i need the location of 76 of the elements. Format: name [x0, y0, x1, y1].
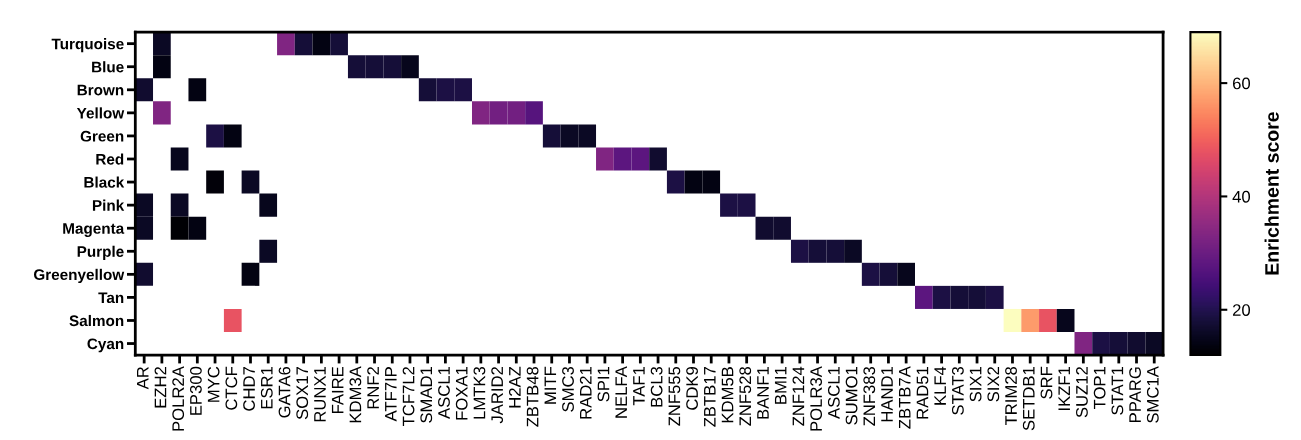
x-tick-label: EZH2: [154, 367, 167, 408]
y-tick-label: Green: [80, 130, 124, 142]
x-tick-label: H2AZ: [508, 366, 521, 408]
x-tick-label: ZNF124: [792, 366, 805, 426]
x-tick-label: BMI1: [774, 367, 787, 404]
x-tick-label: CHD7: [243, 367, 255, 411]
x-tick-label: SMAD1: [420, 367, 433, 423]
y-tick-label: Turquoise: [51, 38, 124, 53]
x-tick-label: KLF4: [934, 366, 946, 405]
color-bar-label: 40: [1232, 190, 1251, 203]
x-tick-label: SPI1: [597, 367, 610, 402]
x-tick-label: MITF: [544, 366, 557, 404]
y-tick-label: Cyan: [87, 338, 124, 353]
x-tick-label: SUZ12: [1076, 367, 1088, 418]
x-tick-label: JARID2: [491, 367, 504, 424]
x-tick-label: LMTK3: [473, 366, 486, 419]
x-tick-label: STAT1: [1111, 367, 1124, 415]
x-tick-label: ATF7IP: [385, 367, 397, 422]
x-tick-label: ZNF528: [739, 366, 752, 426]
x-tick-label: TOP1: [1093, 367, 1106, 410]
x-tick-label: ESR1: [260, 367, 273, 409]
x-tick-label: AR: [137, 366, 149, 390]
x-tick-label: RNF2: [367, 367, 379, 409]
color-bar-label: 20: [1232, 304, 1251, 316]
x-tick-label: ZNF555: [668, 366, 681, 426]
y-tick-label: Black: [84, 176, 125, 188]
x-tick-label: BCL3: [650, 366, 663, 407]
x-tick-label: SMC3: [562, 366, 574, 412]
x-tick-label: FOXA1: [455, 367, 468, 420]
x-tick-label: SIX2: [987, 367, 1000, 402]
x-tick-label: POLR2A: [172, 366, 185, 431]
y-tick-label: Magenta: [63, 223, 125, 237]
x-tick-label: MYC: [207, 366, 220, 402]
x-tick-label: ASCL1: [438, 367, 450, 419]
x-tick-label: NELFA: [615, 366, 627, 418]
x-tick-label: SMC1A: [1146, 366, 1159, 423]
x-tick-label: ZBTB7A: [898, 366, 911, 429]
x-tick-label: FAIRE: [331, 366, 344, 413]
y-tick-label: Purple: [77, 245, 124, 260]
x-tick-label: HAND1: [881, 367, 893, 422]
x-tick-label: RAD51: [916, 367, 929, 419]
x-tick-label: KDM3A: [349, 366, 362, 423]
y-tick-label: Pink: [92, 199, 125, 211]
x-tick-label: EP300: [190, 366, 202, 415]
x-tick-label: SRF: [1040, 366, 1053, 399]
x-tick-label: ZBTB17: [704, 367, 716, 427]
x-tick-label: KDM5B: [721, 367, 734, 423]
x-tick-label: SIX1: [969, 367, 982, 402]
y-tick-label: Brown: [77, 84, 124, 96]
x-tick-label: GATA6: [278, 366, 291, 418]
y-tick-label: Red: [96, 153, 124, 165]
x-tick-label: SOX17: [296, 367, 309, 420]
x-tick-label: PPARG: [1129, 367, 1141, 422]
x-tick-label: CDK9: [686, 366, 698, 410]
x-tick-label: ZBTB48: [526, 366, 539, 427]
color-bar-label: 60: [1232, 77, 1251, 90]
x-tick-label: POLR3A: [810, 366, 823, 431]
y-tick-label: Salmon: [69, 314, 124, 327]
y-tick-label: Greenyellow: [33, 268, 125, 284]
x-tick-label: STAT3: [951, 366, 964, 415]
x-tick-label: SETDB1: [1022, 367, 1035, 431]
x-tick-label: SUMO1: [845, 367, 858, 425]
y-tick-label: Tan: [98, 292, 124, 304]
x-tick-label: ZNF383: [863, 366, 876, 426]
x-tick-label: RUNX1: [314, 367, 326, 422]
x-tick-label: TCF7L2: [402, 367, 415, 427]
color-bar-title: Enrichment score: [1264, 112, 1279, 275]
y-tick-label: Blue: [92, 61, 124, 73]
y-tick-label: Yellow: [76, 107, 125, 119]
x-tick-label: TAF1: [633, 367, 645, 406]
x-tick-label: IKZF1: [1058, 367, 1070, 411]
x-tick-label: TRIM28: [1005, 366, 1017, 426]
x-tick-label: CTCF: [225, 366, 238, 410]
x-tick-label: BANF1: [757, 367, 769, 419]
x-tick-label: ASCL1: [827, 367, 840, 419]
x-tick-label: RAD21: [579, 367, 592, 419]
